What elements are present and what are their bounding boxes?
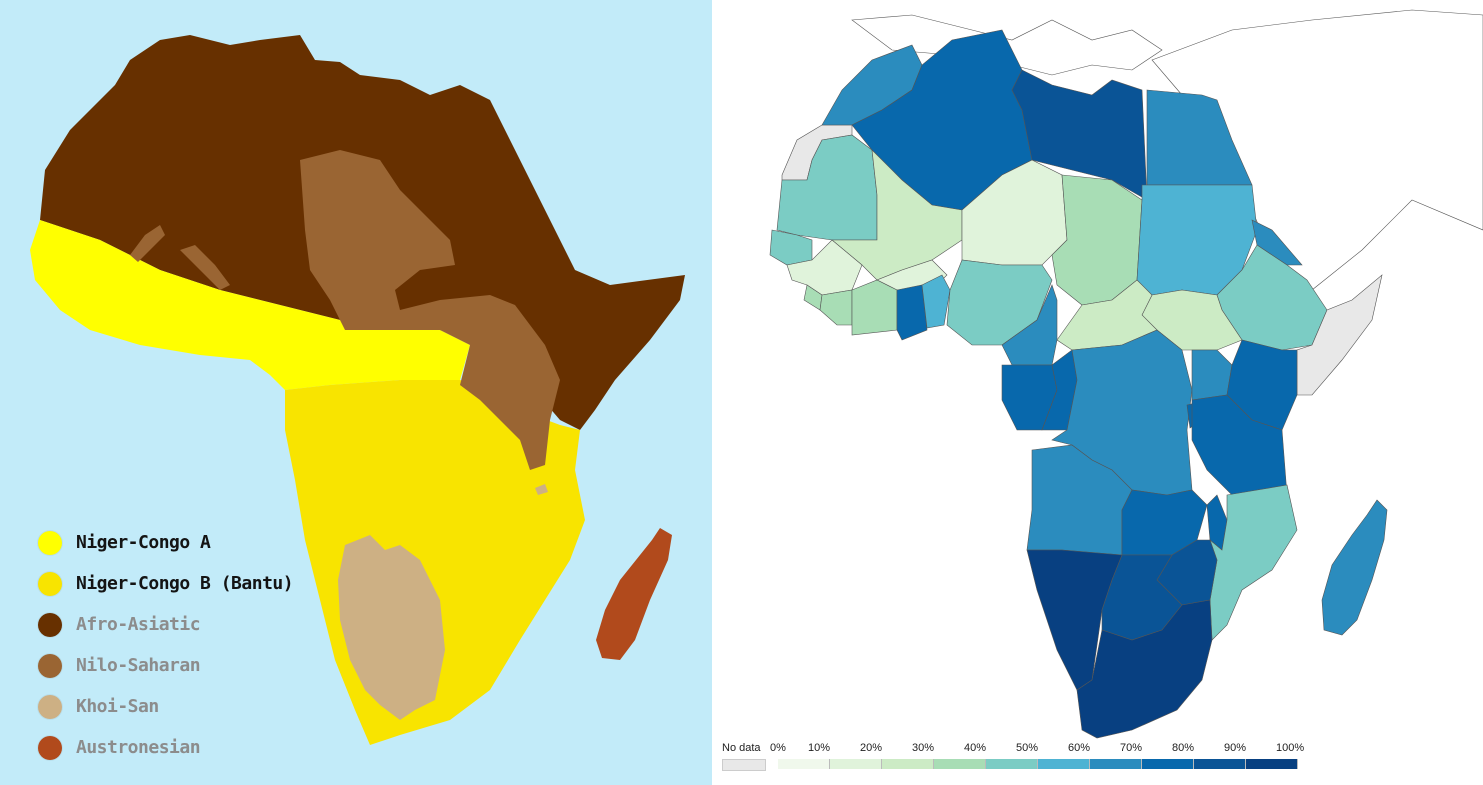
country-namibia [1026, 549, 1123, 691]
legend-bin [1194, 759, 1246, 769]
country-madagascar [1321, 499, 1388, 636]
legend-swatch [38, 653, 62, 678]
region-nilo-saharan-west [130, 225, 165, 262]
country-liberia [819, 289, 853, 326]
no-data-label: No data [722, 742, 761, 754]
legend-tick-label: 100% [1276, 742, 1305, 754]
legend-bin [1090, 759, 1142, 769]
legend-swatch [38, 694, 62, 719]
country-mozambique [1209, 484, 1298, 641]
country-ghana [896, 284, 928, 341]
legend-item: Austronesian [38, 727, 293, 768]
legend-tick-label: 20% [860, 742, 883, 754]
region-niger-congo-a [30, 220, 470, 390]
legend-tick-label: 80% [1172, 742, 1195, 754]
legend-label: Khoi-San [76, 696, 159, 717]
legend-tick-label: 50% [1016, 742, 1039, 754]
legend-swatch [38, 571, 62, 596]
country-libya [1011, 69, 1148, 201]
country-nigeria [946, 259, 1053, 346]
legend-swatch [38, 735, 62, 760]
legend-bin [934, 759, 986, 769]
country-south-africa [1076, 599, 1213, 739]
legend-label: Afro-Asiatic [76, 614, 201, 635]
legend-item: Nilo-Saharan [38, 645, 293, 686]
legend-label: Niger-Congo A [76, 532, 211, 553]
choropleth-legend: No data 0% 10% 20% 30% 40% 50% 60% 70% 80% 90% 100% [722, 742, 1322, 774]
legend-tick-label: 10% [808, 742, 831, 754]
region-khoi-san [338, 535, 445, 720]
legend-bin [1038, 759, 1090, 769]
language-legend: Niger-Congo A Niger-Congo B (Bantu) Afro-A… [38, 522, 294, 768]
legend-tick-label: 70% [1120, 742, 1143, 754]
country-car [1056, 279, 1158, 351]
country-uganda [1191, 349, 1233, 401]
legend-tick-label: 90% [1224, 742, 1247, 754]
region-nilo-saharan-mid [180, 245, 230, 290]
legend-label: Nilo-Saharan [76, 655, 201, 676]
legend-swatch [38, 530, 62, 555]
no-data-swatch [722, 759, 766, 771]
region-austronesian [596, 528, 672, 660]
legend-tick-label: 40% [964, 742, 987, 754]
choropleth-map: No data 0% 10% 20% 30% 40% 50% 60% 70% 80% 90% 100% [712, 0, 1483, 785]
country-ivory-coast [851, 279, 898, 336]
country-mauritania [776, 134, 878, 241]
legend-bin [882, 759, 934, 769]
legend-tick-label: 0% [770, 742, 786, 754]
region-nilo-saharan [300, 150, 560, 470]
region-khoi-san-small [535, 484, 548, 495]
legend-item: Niger-Congo B (Bantu) [38, 563, 294, 604]
legend-tick-label: 60% [1068, 742, 1091, 754]
language-family-map: Niger-Congo A Niger-Congo B (Bantu) Afro-A… [0, 0, 712, 785]
legend-bin [778, 759, 830, 769]
country-eritrea [1251, 219, 1303, 266]
legend-label: Austronesian [76, 737, 201, 758]
country-togo-benin [921, 274, 951, 329]
legend-bin [1246, 759, 1298, 769]
legend-swatch [38, 612, 62, 637]
legend-tick-label: 30% [912, 742, 935, 754]
legend-bin [986, 759, 1038, 769]
legend-bin [830, 759, 882, 769]
africa-choropleth-graphic [769, 9, 1483, 739]
legend-label: Niger-Congo B (Bantu) [76, 573, 294, 594]
africa-language-map-graphic [30, 35, 685, 745]
legend-bin [1142, 759, 1194, 769]
legend-item: Niger-Congo A [38, 522, 293, 563]
legend-item: Khoi-San [38, 686, 293, 727]
legend-item: Afro-Asiatic [38, 604, 293, 645]
